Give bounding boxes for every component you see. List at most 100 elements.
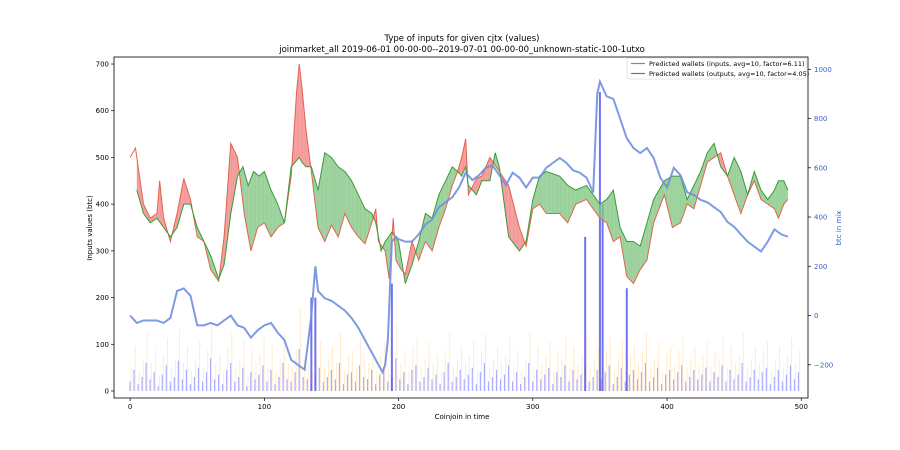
fill-outputs-above <box>680 176 682 223</box>
fill-outputs-above <box>663 180 665 199</box>
bar <box>262 365 264 391</box>
bar-orange <box>239 358 241 391</box>
fill-outputs-above <box>354 186 356 234</box>
fill-outputs-above <box>575 189 578 205</box>
fill-inputs-above <box>488 157 490 181</box>
bar-orange <box>481 350 482 391</box>
y-tick-label: 600 <box>96 107 109 115</box>
bar <box>358 365 361 391</box>
x-tick-label: 400 <box>660 403 673 411</box>
fill-outputs-above <box>594 196 596 213</box>
bar <box>443 372 445 391</box>
bar-orange <box>710 367 712 391</box>
bar <box>270 369 272 391</box>
fill-outputs-above <box>583 186 586 201</box>
bar <box>632 369 634 391</box>
bar <box>407 383 409 391</box>
fill-inputs-above <box>515 211 517 248</box>
bar-orange <box>581 354 583 391</box>
fill-outputs-above <box>770 193 772 207</box>
fill-outputs-above <box>601 202 603 221</box>
fill-outputs-above <box>359 197 361 240</box>
bar-orange <box>650 367 652 391</box>
fill-inputs-above <box>232 146 234 207</box>
bar <box>483 362 485 391</box>
fill-outputs-above <box>736 163 739 207</box>
bar-orange <box>670 346 672 391</box>
bar-orange <box>597 346 599 391</box>
bar-orange <box>783 367 784 391</box>
bar <box>540 379 542 391</box>
bar <box>475 383 477 391</box>
y2-axis-label: btc in mix <box>835 211 843 246</box>
bar <box>354 381 357 391</box>
fill-outputs-above <box>253 171 255 242</box>
bar-orange <box>263 337 265 391</box>
fill-inputs-above <box>301 87 304 164</box>
fill-inputs-above <box>510 190 512 241</box>
bar-orange <box>722 337 724 391</box>
fill-outputs-above <box>775 183 778 216</box>
fill-outputs-above <box>696 177 698 200</box>
fill-inputs-above <box>299 64 301 160</box>
bar-orange <box>485 333 486 391</box>
bar <box>652 376 655 391</box>
bar <box>371 369 373 391</box>
bar <box>592 376 594 391</box>
fill-outputs-above <box>563 180 566 220</box>
fill-outputs-above <box>671 176 673 228</box>
fill-outputs-above <box>328 155 331 232</box>
fill-outputs-above <box>273 195 276 234</box>
bar <box>705 367 707 391</box>
fill-outputs-above <box>586 185 588 202</box>
fill-outputs-above <box>429 216 431 249</box>
bar <box>282 362 284 391</box>
bar-orange <box>404 350 406 391</box>
bar <box>318 367 320 391</box>
bar-orange <box>146 333 148 391</box>
fill-outputs-above <box>362 203 364 243</box>
bar <box>141 376 143 391</box>
fill-outputs-above <box>595 198 598 215</box>
bar <box>669 369 671 391</box>
fill-outputs-above <box>574 189 576 208</box>
plot-frame <box>113 56 809 399</box>
fill-outputs-above <box>581 187 583 202</box>
fill-outputs-above <box>738 165 740 210</box>
bar-orange <box>392 358 394 391</box>
fill-outputs-above <box>395 237 398 263</box>
fill-outputs-above <box>428 215 430 248</box>
fill-outputs-above <box>677 176 680 225</box>
bar <box>173 376 175 391</box>
fill-outputs-above <box>660 185 662 206</box>
bar <box>250 372 252 391</box>
bar-orange <box>509 337 511 391</box>
bar <box>757 379 759 391</box>
bar <box>588 381 590 391</box>
bar-orange <box>271 346 273 391</box>
bar-orange <box>291 367 293 391</box>
bar-orange <box>303 358 305 391</box>
bar <box>439 383 441 391</box>
bar-orange <box>754 346 756 391</box>
bar-orange <box>203 367 205 391</box>
fill-outputs-above <box>424 213 426 246</box>
bar <box>415 365 417 391</box>
bar <box>455 376 457 391</box>
bar <box>648 381 651 391</box>
bar-orange <box>766 341 768 391</box>
bar <box>503 374 506 391</box>
y-tick-label: 100 <box>96 341 109 349</box>
y2-tick-label: 800 <box>814 115 827 123</box>
bar <box>463 379 465 391</box>
fill-outputs-above <box>612 190 614 242</box>
bar-orange <box>364 358 366 391</box>
fill-inputs-above <box>511 195 513 243</box>
fill-inputs-above <box>185 182 187 205</box>
bar-orange <box>368 362 370 391</box>
bar-orange <box>166 337 168 391</box>
bar-orange <box>444 350 446 391</box>
bar-orange <box>775 358 776 391</box>
fill-outputs-above <box>444 180 446 213</box>
bar <box>753 369 755 391</box>
